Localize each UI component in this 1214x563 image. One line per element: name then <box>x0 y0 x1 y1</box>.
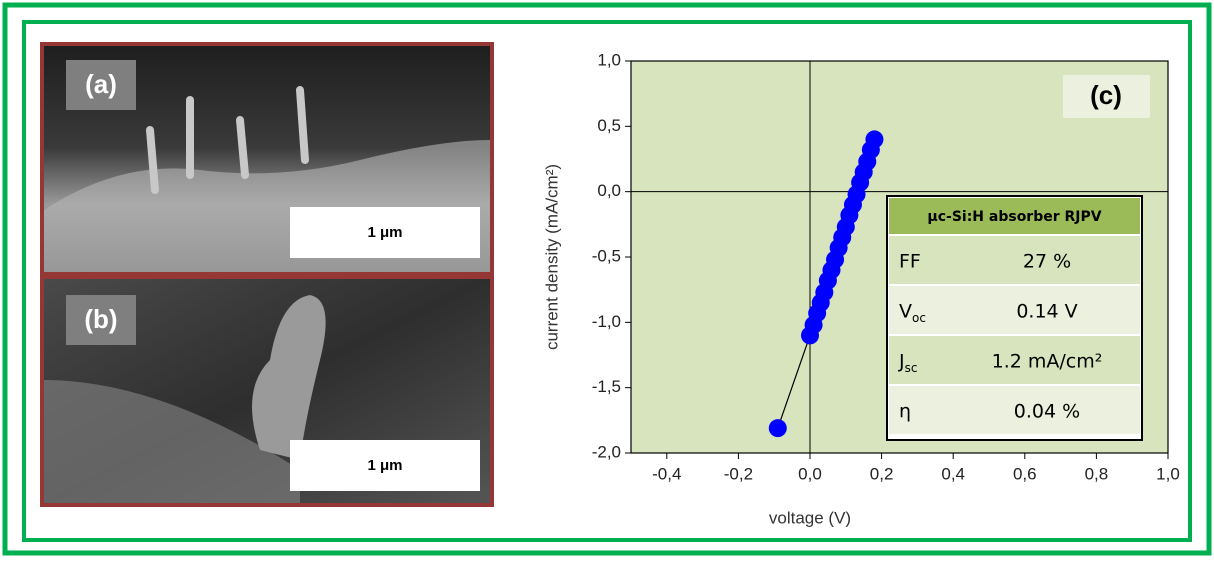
x-tick-label: 0,0 <box>798 464 822 483</box>
sem-texture <box>146 86 309 194</box>
y-tick-label: 0,5 <box>597 116 621 135</box>
row-subscript: sc <box>905 361 918 375</box>
x-tick-label: 0,8 <box>1085 464 1109 483</box>
x-tick-label: 0,2 <box>870 464 894 483</box>
row-value: 1.2 mA/cm² <box>992 351 1103 373</box>
panel-label-box <box>66 295 136 345</box>
table-row <box>889 236 1140 284</box>
table-row <box>889 386 1140 434</box>
sem-texture <box>252 295 326 460</box>
sem-texture <box>44 380 300 503</box>
x-tick-label: -0,4 <box>652 464 681 483</box>
panel-label-box <box>1063 75 1150 118</box>
x-tick-label: 0,6 <box>1013 464 1037 483</box>
y-tick-label: -1,0 <box>592 312 621 331</box>
y-tick-label: 1,0 <box>597 50 621 69</box>
data-point <box>768 419 787 438</box>
x-tick-label: 0,4 <box>941 464 965 483</box>
row-symbol: FF <box>899 251 921 273</box>
panel-label: (b) <box>84 304 117 334</box>
data-point <box>865 130 884 149</box>
x-tick-label: 1,0 <box>1156 464 1180 483</box>
row-subscript: oc <box>912 311 926 325</box>
row-value: 27 % <box>1023 251 1071 273</box>
table-title: μc-Si:H absorber RJPV <box>927 209 1101 225</box>
panel-label-box <box>66 60 136 110</box>
panel-label: (c) <box>1090 80 1122 110</box>
scale-bar <box>290 440 480 491</box>
y-axis-label: current density (mA/cm²) <box>542 164 561 350</box>
scale-bar-label: 1 μm <box>367 457 402 474</box>
y-tick-label: 0,0 <box>597 181 621 200</box>
table-header <box>889 198 1140 234</box>
row-symbol: η <box>899 401 911 423</box>
y-tick-label: -0,5 <box>592 246 621 265</box>
table-row <box>889 336 1140 384</box>
scale-bar-label: 1 μm <box>367 224 402 241</box>
y-tick-label: -2,0 <box>592 442 621 461</box>
y-tick-label: -1,5 <box>592 377 621 396</box>
row-value: 0.14 V <box>1016 301 1077 323</box>
x-tick-label: -0,2 <box>724 464 753 483</box>
row-value: 0.04 % <box>1014 401 1080 423</box>
x-axis-label: voltage (V) <box>769 508 851 527</box>
table-row <box>889 286 1140 334</box>
scale-bar <box>290 207 480 258</box>
panel-label: (a) <box>85 69 117 99</box>
